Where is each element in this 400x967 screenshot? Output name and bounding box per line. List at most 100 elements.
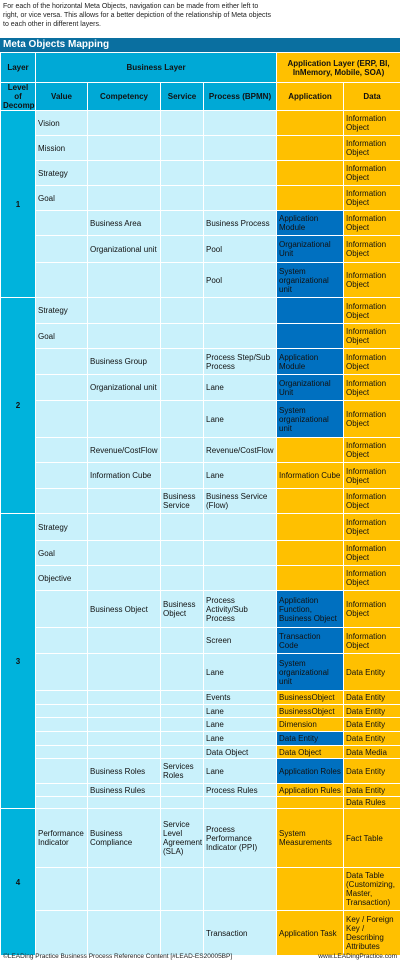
application-cell: Application Module: [276, 348, 345, 375]
business-cell: Strategy: [35, 297, 88, 324]
table-row: Lane System organizational unit Informatio…: [1, 400, 400, 438]
business-cell: [35, 374, 88, 401]
mapping-table: Layer Business Layer Application Layer (…: [0, 52, 400, 956]
business-cell: [87, 704, 161, 718]
business-cell: Screen: [202, 627, 278, 654]
business-cell: Vision: [35, 110, 88, 136]
business-cell: Business Roles: [87, 758, 161, 784]
business-cell: [35, 867, 88, 911]
table-row: Business Group Process Step/Sub Process Ap…: [1, 348, 400, 375]
business-cell: Lane: [202, 731, 278, 746]
business-cell: [87, 745, 161, 759]
business-cell: [35, 590, 88, 628]
footer-left: ©LEADing Practice Business Process Refer…: [3, 953, 233, 960]
business-cell: [35, 210, 88, 236]
business-cell: Events: [202, 690, 278, 705]
table-row: 4 Performance Indicator Business Complianc…: [0, 808, 400, 956]
business-cell: Goal: [35, 323, 88, 349]
business-cell: Lane: [202, 653, 278, 691]
data-cell: Data Entity: [343, 653, 400, 691]
business-cell: [87, 540, 161, 566]
application-cell: Application Roles: [276, 758, 345, 784]
table-row: Mission Information Object: [1, 135, 400, 161]
table-row: Strategy Information Object: [1, 160, 400, 186]
data-cell: Information Object: [343, 110, 400, 136]
table-row: Lane System organizational unit Data Entit…: [1, 653, 400, 691]
business-cell: [87, 160, 161, 186]
application-cell: [276, 513, 345, 541]
application-cell: [276, 867, 345, 911]
application-cell: Organizational Unit: [276, 235, 345, 263]
table-title: Meta Objects Mapping: [0, 38, 400, 52]
business-cell: Process Rules: [202, 783, 278, 797]
business-cell: Business Area: [87, 210, 161, 236]
business-cell: [202, 323, 278, 349]
business-cell: [87, 262, 161, 298]
application-cell: [276, 297, 345, 324]
business-cell: [202, 513, 278, 541]
business-cell: [35, 783, 88, 797]
table-row: 3 Strategy Information Object: [0, 513, 400, 809]
data-cell: Information Object: [343, 513, 400, 541]
business-cell: [35, 910, 88, 956]
business-cell: Business Rules: [87, 783, 161, 797]
table-row: Data Table (Customizing, Master, Transac…: [1, 867, 400, 911]
business-cell: Lane: [202, 717, 278, 732]
data-cell: Data Entity: [343, 690, 400, 705]
business-cell: Process Step/Sub Process: [202, 348, 278, 375]
header-cell: Business Layer: [34, 52, 278, 83]
table-row: 1 Vision Information Object: [0, 110, 400, 298]
table-row: Goal Information Object: [1, 540, 400, 566]
business-cell: Pool: [202, 262, 278, 298]
table-row: Organizational unit Pool Organizational Un…: [1, 235, 400, 263]
business-cell: [35, 745, 88, 759]
application-cell: Information Cube: [276, 462, 345, 489]
table-row: Revenue/CostFlow Revenue/CostFlow Informat…: [1, 437, 400, 463]
business-cell: [160, 745, 204, 759]
business-cell: Process Activity/Sub Process: [202, 590, 278, 628]
business-cell: [202, 160, 278, 186]
business-cell: [87, 135, 161, 161]
application-cell: Application Task: [276, 910, 345, 956]
application-cell: Application Function, Business Object: [276, 590, 345, 628]
business-cell: Strategy: [35, 160, 88, 186]
business-cell: Strategy: [35, 513, 88, 541]
data-cell: Key / Foreign Key / Describing Attribute…: [343, 910, 400, 956]
business-cell: [160, 867, 204, 911]
layer-cell: 3: [0, 513, 36, 809]
data-cell: Information Object: [343, 488, 400, 514]
table-row: Business Roles Services Roles Lane Applicat…: [1, 758, 400, 784]
business-cell: Revenue/CostFlow: [202, 437, 278, 463]
business-cell: [87, 400, 161, 438]
business-cell: Lane: [202, 704, 278, 718]
business-cell: Business Group: [87, 348, 161, 375]
business-cell: [160, 783, 204, 797]
data-cell: Information Object: [343, 210, 400, 236]
business-cell: [202, 796, 278, 809]
application-cell: Data Object: [276, 745, 345, 759]
business-cell: Goal: [35, 540, 88, 566]
business-cell: [87, 690, 161, 705]
header-cell: Competency: [87, 82, 161, 111]
table-row: Lane Data Entity Data Entity: [1, 731, 400, 746]
business-cell: [160, 462, 204, 489]
business-cell: [35, 235, 88, 263]
business-cell: [202, 297, 278, 324]
business-cell: Lane: [202, 462, 278, 489]
table-row: Transaction Application Task Key / Foreign…: [1, 910, 400, 956]
application-cell: [276, 488, 345, 514]
business-cell: [35, 758, 88, 784]
business-cell: [35, 704, 88, 718]
header-cell: Value: [35, 82, 88, 111]
application-cell: Application Rules: [276, 783, 345, 797]
data-cell: Information Object: [343, 462, 400, 489]
business-cell: [160, 437, 204, 463]
business-cell: [87, 796, 161, 809]
business-cell: Service Level Agreement (SLA): [160, 808, 204, 868]
business-cell: Business Compliance: [87, 808, 161, 868]
header-cell: Application: [276, 82, 345, 111]
data-cell: Information Object: [343, 540, 400, 566]
business-cell: Transaction: [202, 910, 278, 956]
business-cell: Lane: [202, 758, 278, 784]
business-cell: [160, 110, 204, 136]
